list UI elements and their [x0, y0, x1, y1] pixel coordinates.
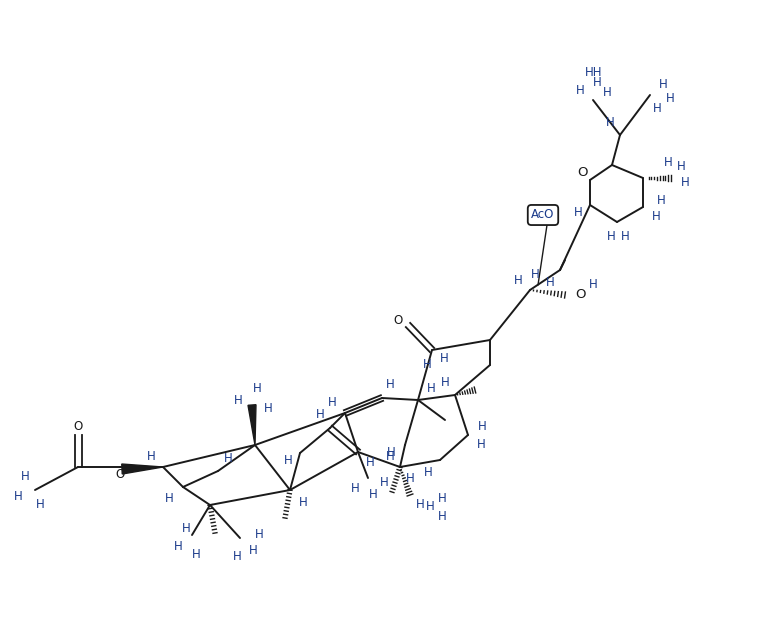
- Text: H: H: [653, 102, 661, 115]
- Text: H: H: [147, 450, 155, 463]
- Text: H: H: [575, 83, 584, 96]
- Text: H: H: [530, 268, 540, 281]
- Text: H: H: [651, 210, 660, 223]
- Text: H: H: [657, 194, 665, 207]
- Text: H: H: [387, 445, 395, 458]
- Text: H: H: [663, 157, 673, 170]
- Text: H: H: [299, 495, 307, 508]
- Text: H: H: [233, 550, 242, 563]
- Text: H: H: [255, 529, 264, 542]
- Text: H: H: [36, 497, 44, 510]
- Text: H: H: [21, 471, 30, 484]
- Text: H: H: [182, 521, 190, 534]
- Text: H: H: [666, 93, 674, 106]
- Text: H: H: [426, 500, 435, 513]
- Text: O: O: [74, 421, 83, 434]
- Text: H: H: [621, 230, 629, 242]
- Text: O: O: [577, 167, 587, 180]
- Text: H: H: [369, 489, 378, 502]
- Text: H: H: [380, 476, 388, 489]
- Text: H: H: [192, 549, 201, 561]
- Text: H: H: [574, 207, 582, 220]
- Text: O: O: [394, 313, 403, 326]
- Text: H: H: [223, 452, 233, 465]
- Text: H: H: [315, 408, 325, 421]
- Text: H: H: [385, 378, 394, 392]
- Text: H: H: [589, 278, 597, 291]
- Text: H: H: [423, 358, 432, 371]
- Text: H: H: [416, 499, 424, 511]
- Text: H: H: [439, 352, 448, 365]
- Text: H: H: [441, 376, 449, 389]
- Text: H: H: [546, 276, 554, 289]
- Text: O: O: [575, 289, 585, 302]
- Text: H: H: [603, 86, 611, 99]
- Text: H: H: [406, 473, 414, 486]
- Text: H: H: [426, 381, 435, 394]
- Text: H: H: [173, 540, 182, 553]
- Text: O: O: [116, 468, 125, 481]
- Text: HH: HH: [585, 65, 603, 78]
- Polygon shape: [248, 405, 256, 445]
- Text: H: H: [681, 176, 689, 189]
- Text: H: H: [676, 160, 686, 173]
- Text: AcO: AcO: [531, 209, 555, 222]
- Polygon shape: [122, 464, 163, 474]
- Text: H: H: [350, 481, 359, 494]
- Text: H: H: [252, 383, 261, 395]
- Text: H: H: [233, 394, 242, 407]
- Text: H: H: [366, 455, 375, 468]
- Text: H: H: [606, 230, 616, 242]
- Text: H: H: [328, 397, 337, 410]
- Text: H: H: [477, 439, 486, 452]
- Text: H: H: [477, 421, 486, 434]
- Text: H: H: [385, 450, 394, 463]
- Text: H: H: [438, 492, 446, 505]
- Text: H: H: [606, 115, 614, 128]
- Text: H: H: [283, 453, 293, 466]
- Text: H: H: [593, 75, 601, 88]
- Text: H: H: [264, 402, 272, 415]
- Text: H: H: [659, 78, 667, 91]
- Text: H: H: [249, 544, 258, 557]
- Text: H: H: [165, 492, 173, 505]
- Text: H: H: [14, 491, 22, 503]
- Text: H: H: [438, 510, 446, 523]
- Text: H: H: [514, 273, 522, 286]
- Text: H: H: [423, 465, 432, 479]
